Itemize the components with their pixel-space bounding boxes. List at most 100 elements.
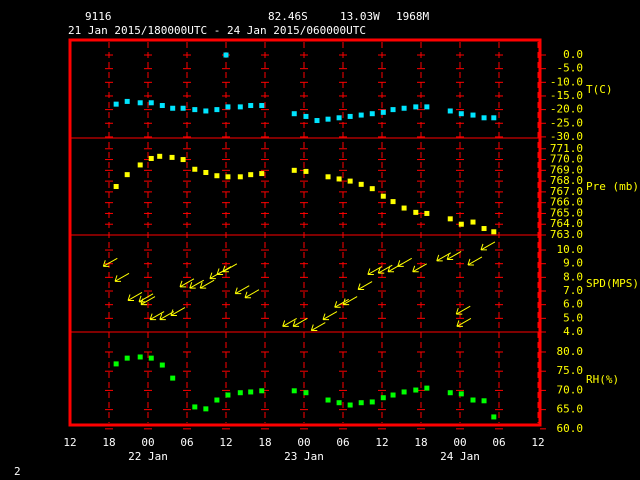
wind-arrow	[480, 241, 496, 251]
point	[424, 210, 430, 216]
wind-arrow	[234, 285, 250, 295]
wind-arrow	[199, 279, 215, 289]
point	[169, 154, 175, 160]
point	[491, 414, 497, 420]
point	[336, 176, 342, 182]
wind-arrow	[102, 257, 118, 267]
point	[248, 103, 254, 109]
point	[192, 107, 198, 113]
point	[214, 107, 220, 113]
plot-area: 12 18 00 06 12 18 00 06 12 18 00 06 12 22 Jan 23 Jan 24…	[63, 42, 639, 463]
wind-arrow	[446, 251, 462, 260]
point	[192, 166, 198, 172]
point	[259, 171, 265, 177]
y-tick-label: 65.0	[557, 403, 584, 416]
point	[347, 178, 353, 184]
point	[336, 400, 342, 406]
period: 21 Jan 2015/180000UTC - 24 Jan 2015/0600…	[68, 24, 366, 37]
x-tick-label: 06	[180, 436, 193, 449]
y-tick-label: 767.0	[550, 185, 583, 198]
point	[447, 108, 453, 114]
point	[347, 402, 353, 408]
point	[369, 111, 375, 117]
y-tick-label: 769.0	[550, 163, 583, 176]
x-tick-label: 00	[453, 436, 466, 449]
point	[401, 105, 407, 111]
point	[303, 113, 309, 119]
elevation: 1968M	[396, 10, 429, 23]
y-tick-label: 75.0	[557, 364, 584, 377]
wind-arrow	[334, 298, 349, 308]
y-tick-label: -30.0	[550, 130, 583, 143]
point	[390, 199, 396, 205]
point	[481, 398, 487, 404]
point	[424, 385, 430, 391]
x-tick-label: 00	[297, 436, 310, 449]
point	[159, 362, 165, 368]
point	[358, 112, 364, 118]
point	[237, 390, 243, 396]
y-tick-label: 60.0	[557, 422, 584, 435]
point	[225, 174, 231, 180]
wind-arrow	[310, 322, 326, 332]
wind-arrow	[127, 292, 143, 301]
y-tick-label: -10.0	[550, 75, 583, 88]
wind-arrow	[189, 279, 204, 289]
y-tick-label: 6.0	[563, 298, 583, 311]
y-tick-label: 7.0	[563, 284, 583, 297]
point	[203, 169, 209, 175]
point	[380, 109, 386, 115]
x-tick-label: 18	[414, 436, 427, 449]
point	[458, 111, 464, 117]
point	[358, 181, 364, 187]
wind-arrow	[179, 278, 195, 288]
y-tick-label: 80.0	[557, 345, 584, 358]
point	[159, 103, 165, 109]
point	[225, 104, 231, 110]
x-tick-label: 06	[336, 436, 349, 449]
point	[347, 113, 353, 119]
point	[291, 111, 297, 117]
point	[413, 104, 419, 110]
y-tick-label: 764.0	[550, 217, 583, 230]
point	[180, 157, 186, 163]
x-tick-label: 12	[219, 436, 232, 449]
wind-arrow	[170, 307, 186, 317]
point	[237, 174, 243, 180]
wind-arrow	[282, 318, 297, 327]
point	[325, 116, 331, 122]
wind-arrow	[342, 296, 358, 306]
point	[336, 115, 342, 121]
point	[413, 387, 419, 393]
wind-arrow	[455, 305, 471, 315]
x-tick-label: 00	[141, 436, 154, 449]
y-tick-label: 765.0	[550, 206, 583, 219]
point	[303, 168, 309, 174]
day-label: 24 Jan	[440, 450, 480, 463]
panel-label: RH(%)	[586, 373, 619, 386]
wind-arrow	[216, 266, 232, 276]
point	[470, 219, 476, 225]
wind-arrow	[222, 263, 238, 273]
point	[291, 388, 297, 394]
point	[113, 361, 119, 367]
y-tick-label: -20.0	[550, 103, 583, 116]
point	[458, 221, 464, 227]
panel-label: Pre (mb)	[586, 180, 639, 193]
wind-arrow	[114, 272, 130, 282]
point	[192, 404, 198, 410]
point	[413, 209, 419, 215]
point	[314, 118, 320, 124]
point	[137, 100, 143, 106]
longitude: 13.03W	[340, 10, 380, 23]
point	[447, 390, 453, 396]
y-tick-label: -25.0	[550, 116, 583, 129]
y-tick-label: 766.0	[550, 196, 583, 209]
point	[124, 355, 130, 361]
point	[390, 107, 396, 113]
y-tick-label: 8.0	[563, 270, 583, 283]
point	[148, 155, 154, 161]
point	[491, 229, 497, 235]
